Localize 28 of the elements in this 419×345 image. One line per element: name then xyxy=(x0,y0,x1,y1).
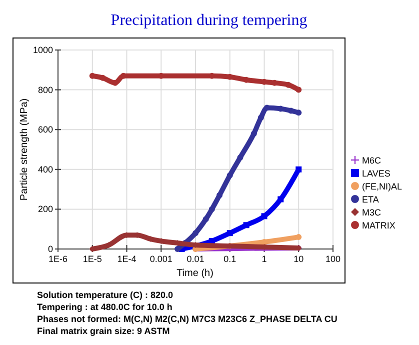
y-tick-label: 600 xyxy=(38,124,53,135)
legend-label: LAVES xyxy=(362,168,390,178)
y-tick-label: 0 xyxy=(48,244,53,254)
x-tick-label: 0.01 xyxy=(186,254,204,264)
x-tick-label: 0.001 xyxy=(150,254,172,264)
x-tick-label: 1 xyxy=(262,254,267,264)
y-tick-label: 200 xyxy=(38,204,53,214)
y-axis-title: Particle strength (MPa) xyxy=(19,98,30,201)
legend-label: (FE,NI)AL xyxy=(362,182,402,192)
x-tick-label: 1E-5 xyxy=(82,254,102,264)
x-tick-label: 10 xyxy=(294,254,304,264)
x-tick-label: 0.1 xyxy=(224,254,236,264)
x-axis-title: Time (h) xyxy=(176,268,214,279)
y-tick-label: 800 xyxy=(38,84,53,95)
x-tick-label: 100 xyxy=(325,254,341,264)
legend-label: ETA xyxy=(362,194,379,204)
chart-title: Precipitation during tempering xyxy=(110,12,308,29)
text: Solution temperature (C) : 820.0 xyxy=(37,290,174,300)
text: Phases not formed: M(C,N) M2(C,N) M7C3 M23C6 Z_PHASE DELTA CU xyxy=(37,314,338,324)
y-tick-label: 400 xyxy=(38,164,53,174)
text: Final matrix grain size: 9 ASTM xyxy=(37,326,170,336)
legend-label: M3C xyxy=(362,208,382,218)
text: Tempering : at 480.0C for 10.0 h xyxy=(37,302,172,312)
x-tick-label: 1E-6 xyxy=(48,254,68,264)
legend-label: M6C xyxy=(362,156,382,166)
x-tick-label: 1E-4 xyxy=(117,254,136,264)
legend-label: MATRIX xyxy=(362,220,396,230)
y-tick-label: 1000 xyxy=(32,45,53,55)
